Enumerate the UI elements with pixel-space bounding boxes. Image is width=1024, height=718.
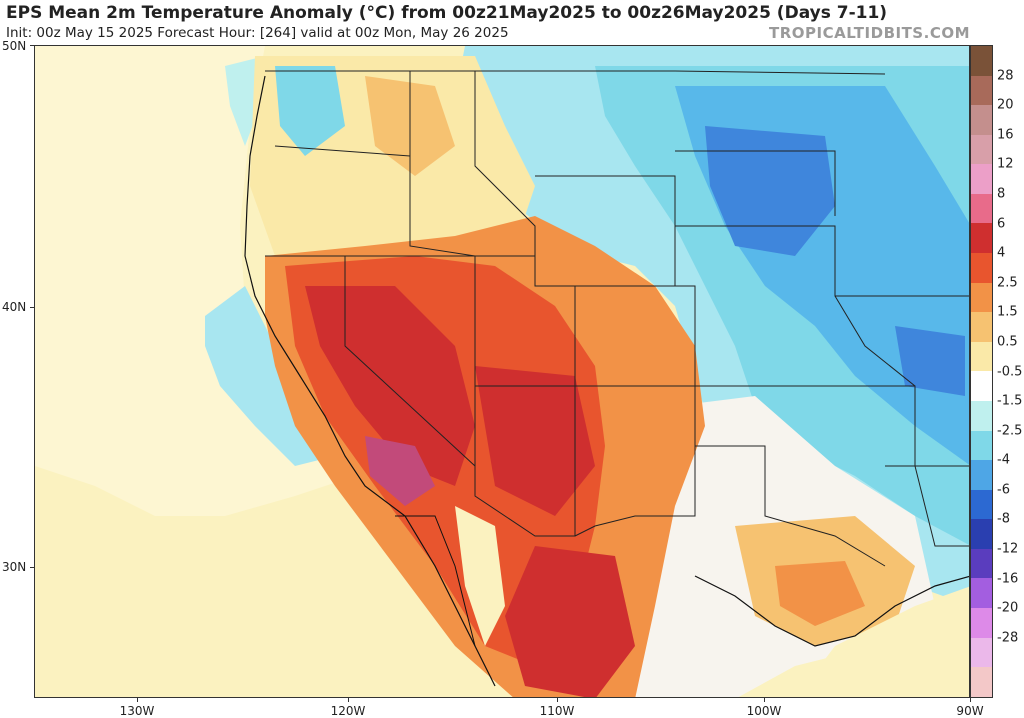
colorbar-segment	[971, 548, 992, 579]
temperature-anomaly-map	[34, 45, 970, 698]
colorbar-segment	[971, 400, 992, 431]
cool-anomaly-core-dakotas	[705, 126, 835, 256]
lon-tick-110w	[557, 698, 558, 702]
lon-tick-100w	[764, 698, 765, 702]
colorbar-segment	[971, 253, 992, 283]
colorbar-label: 8	[997, 186, 1006, 202]
colorbar-label: -6	[997, 482, 1010, 498]
lat-tick-40n	[30, 307, 34, 308]
colorbar-segment	[971, 193, 992, 224]
gulf-of-california	[455, 506, 505, 646]
colorbar-segment	[971, 341, 992, 372]
lon-tick-130w	[137, 698, 138, 702]
colorbar-segment	[971, 637, 992, 668]
colorbar-label: 28	[997, 68, 1014, 84]
lat-label-30n: 30N	[2, 560, 27, 574]
cool-washington	[275, 66, 345, 156]
lat-tick-30n	[30, 567, 34, 568]
colorbar-label: -16	[997, 571, 1019, 587]
colorbar-label: 4	[997, 245, 1006, 261]
warm-anomaly-peak	[365, 436, 435, 506]
map-canvas	[35, 46, 969, 697]
colorbar-segment	[971, 164, 992, 194]
colorbar-segment	[971, 312, 992, 342]
colorbar-segment	[971, 578, 992, 608]
map-title: EPS Mean 2m Temperature Anomaly (°C) fro…	[6, 3, 888, 23]
colorbar-label: -4	[997, 452, 1010, 468]
colorbar-label: -28	[997, 630, 1019, 646]
colorbar-label: -0.5	[997, 364, 1023, 379]
warm-texas-core	[775, 561, 865, 626]
state-borders	[265, 70, 969, 567]
lat-tick-50n	[30, 45, 34, 46]
colorbar-segment	[971, 282, 992, 313]
colorbar-label: 16	[997, 127, 1014, 143]
cool-anomaly-core-east	[895, 326, 965, 396]
map-subtitle: Init: 00z May 15 2025 Forecast Hour: [26…	[6, 25, 509, 41]
colorbar-label: -12	[997, 541, 1019, 557]
lon-label-110w: 110W	[539, 704, 575, 718]
colorbar-label: 12	[997, 156, 1014, 172]
lon-tick-90w	[970, 698, 971, 702]
warm-anomaly-core-nevada	[305, 286, 475, 486]
colorbar-label: -20	[997, 600, 1019, 616]
lat-label-40n: 40N	[2, 300, 27, 314]
colorbar-label: -1.5	[997, 393, 1023, 409]
colorbar-segment	[971, 607, 992, 638]
gulf-coastline	[694, 575, 969, 647]
colorbar-segment	[971, 46, 992, 76]
brand-watermark: TROPICALTIDBITS.COM	[769, 24, 970, 42]
colorbar-segment	[971, 519, 992, 549]
colorbar-segment	[971, 75, 992, 106]
warm-anomaly-core-arizona	[475, 366, 595, 516]
colorbar-label: 6	[997, 216, 1006, 232]
colorbar-segment	[971, 460, 992, 490]
colorbar-segment	[971, 667, 992, 697]
colorbar-segment	[971, 371, 992, 401]
lon-label-130w: 130W	[119, 704, 155, 718]
colorbar-segment	[971, 105, 992, 135]
colorbar-segment	[971, 430, 992, 461]
colorbar-label: 1.5	[997, 304, 1018, 320]
pacific-coastline	[244, 75, 496, 687]
lon-label-120w: 120W	[330, 704, 366, 718]
baja-coastline	[395, 515, 476, 647]
lon-tick-120w	[348, 698, 349, 702]
lon-label-100w: 100W	[746, 704, 782, 718]
colorbar-segment	[971, 223, 992, 254]
colorbar-label: 20	[997, 97, 1014, 113]
colorbar-label: 0.5	[997, 334, 1018, 350]
lon-label-90w: 90W	[956, 704, 984, 718]
colorbar-label: 2.5	[997, 275, 1018, 291]
warm-anomaly-mexico	[505, 546, 635, 697]
colorbar-segment	[971, 489, 992, 520]
colorbar-segment	[971, 134, 992, 165]
colorbar	[970, 45, 993, 698]
colorbar-label: -8	[997, 511, 1010, 527]
colorbar-label: -2.5	[997, 423, 1023, 439]
lat-label-50n: 50N	[2, 39, 27, 53]
gulf-of-mexico	[796, 586, 969, 697]
